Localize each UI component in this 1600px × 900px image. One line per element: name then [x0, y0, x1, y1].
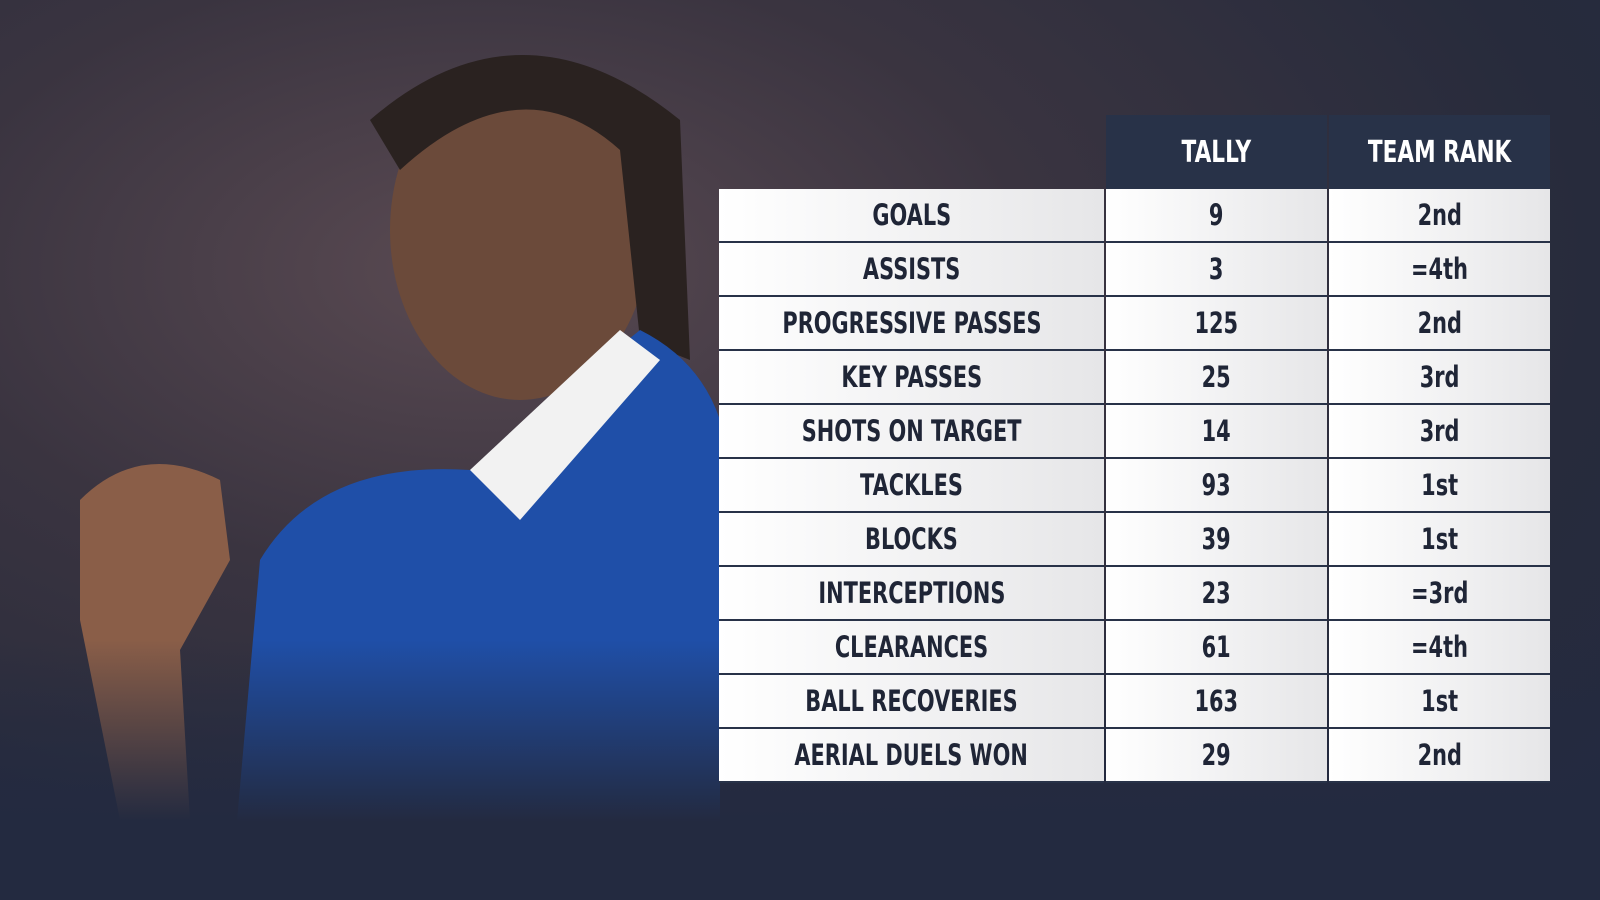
table-row: BLOCKS 39 1st — [719, 513, 1550, 567]
tally-text: 3 — [1209, 252, 1224, 286]
tally: 163 — [1106, 675, 1327, 729]
stat-label: SHOTS ON TARGET — [719, 405, 1104, 459]
table-row: BALL RECOVERIES 163 1st — [719, 675, 1550, 729]
team-rank: 1st — [1329, 675, 1550, 729]
team-rank: 3rd — [1329, 405, 1550, 459]
stat-label-text: AERIAL DUELS WON — [794, 738, 1029, 772]
table-row: INTERCEPTIONS 23 =3rd — [719, 567, 1550, 621]
column-header-text: TEAM RANK — [1367, 134, 1512, 170]
stat-label-text: TACKLES — [860, 468, 963, 502]
tally-text: 29 — [1201, 738, 1232, 772]
team-rank: 2nd — [1329, 189, 1550, 243]
stat-label: BALL RECOVERIES — [719, 675, 1104, 729]
stat-label-text: ASSISTS — [862, 252, 961, 286]
tally: 93 — [1106, 459, 1327, 513]
stat-label: TACKLES — [719, 459, 1104, 513]
stat-label: BLOCKS — [719, 513, 1104, 567]
table-row: AERIAL DUELS WON 29 2nd — [719, 729, 1550, 783]
team-rank-text: 2nd — [1417, 198, 1462, 232]
team-rank: 3rd — [1329, 351, 1550, 405]
tally-text: 61 — [1201, 630, 1232, 664]
tally-text: 9 — [1209, 198, 1224, 232]
stat-label: GOALS — [719, 189, 1104, 243]
stat-label-text: PROGRESSIVE PASSES — [781, 306, 1042, 340]
stat-label: KEY PASSES — [719, 351, 1104, 405]
column-header: TALLY — [1106, 115, 1327, 189]
tally-text: 163 — [1194, 684, 1239, 718]
tally: 14 — [1106, 405, 1327, 459]
team-rank-text: =3rd — [1410, 576, 1469, 610]
stat-label-text: KEY PASSES — [841, 360, 982, 394]
tally-text: 14 — [1201, 414, 1232, 448]
stat-label: CLEARANCES — [719, 621, 1104, 675]
stat-label-text: SHOTS ON TARGET — [801, 414, 1022, 448]
tally-text: 25 — [1201, 360, 1232, 394]
stat-label: ASSISTS — [719, 243, 1104, 297]
team-rank-text: 1st — [1421, 468, 1458, 502]
table-row: TACKLES 93 1st — [719, 459, 1550, 513]
stat-label: PROGRESSIVE PASSES — [719, 297, 1104, 351]
column-header: TEAM RANK — [1329, 115, 1550, 189]
team-rank-text: =4th — [1411, 252, 1468, 286]
tally: 61 — [1106, 621, 1327, 675]
tally: 25 — [1106, 351, 1327, 405]
team-rank: 1st — [1329, 513, 1550, 567]
tally: 23 — [1106, 567, 1327, 621]
tally-text: 23 — [1201, 576, 1232, 610]
team-rank-text: 1st — [1421, 522, 1458, 556]
stat-label-text: INTERCEPTIONS — [818, 576, 1005, 610]
tally-text: 125 — [1194, 306, 1239, 340]
team-rank-text: =4th — [1411, 630, 1468, 664]
team-rank: =3rd — [1329, 567, 1550, 621]
tally: 125 — [1106, 297, 1327, 351]
tally: 39 — [1106, 513, 1327, 567]
team-rank-text: 2nd — [1417, 738, 1462, 772]
table-row: SHOTS ON TARGET 14 3rd — [719, 405, 1550, 459]
team-rank: =4th — [1329, 243, 1550, 297]
stat-label-text: GOALS — [872, 198, 951, 232]
stat-label: AERIAL DUELS WON — [719, 729, 1104, 783]
tally-text: 39 — [1201, 522, 1232, 556]
team-rank-text: 3rd — [1419, 414, 1460, 448]
stat-label-text: CLEARANCES — [834, 630, 989, 664]
team-rank-text: 2nd — [1417, 306, 1462, 340]
collar — [470, 330, 660, 520]
column-header-text: TALLY — [1181, 134, 1252, 170]
tally: 3 — [1106, 243, 1327, 297]
tally: 9 — [1106, 189, 1327, 243]
team-rank: 2nd — [1329, 729, 1550, 783]
team-rank: 1st — [1329, 459, 1550, 513]
table-row: KEY PASSES 25 3rd — [719, 351, 1550, 405]
table-row: CLEARANCES 61 =4th — [719, 621, 1550, 675]
table-row: ASSISTS 3 =4th — [719, 243, 1550, 297]
team-rank-text: 3rd — [1419, 360, 1460, 394]
table-row: PROGRESSIVE PASSES 125 2nd — [719, 297, 1550, 351]
hair — [370, 55, 690, 360]
stat-label-text: BLOCKS — [865, 522, 958, 556]
tally: 29 — [1106, 729, 1327, 783]
tally-text: 93 — [1201, 468, 1232, 502]
team-rank-text: 1st — [1421, 684, 1458, 718]
stat-label-text: BALL RECOVERIES — [805, 684, 1018, 718]
team-rank: 2nd — [1329, 297, 1550, 351]
table-row: GOALS 9 2nd — [719, 189, 1550, 243]
team-rank: =4th — [1329, 621, 1550, 675]
stat-label: INTERCEPTIONS — [719, 567, 1104, 621]
head — [390, 60, 650, 400]
